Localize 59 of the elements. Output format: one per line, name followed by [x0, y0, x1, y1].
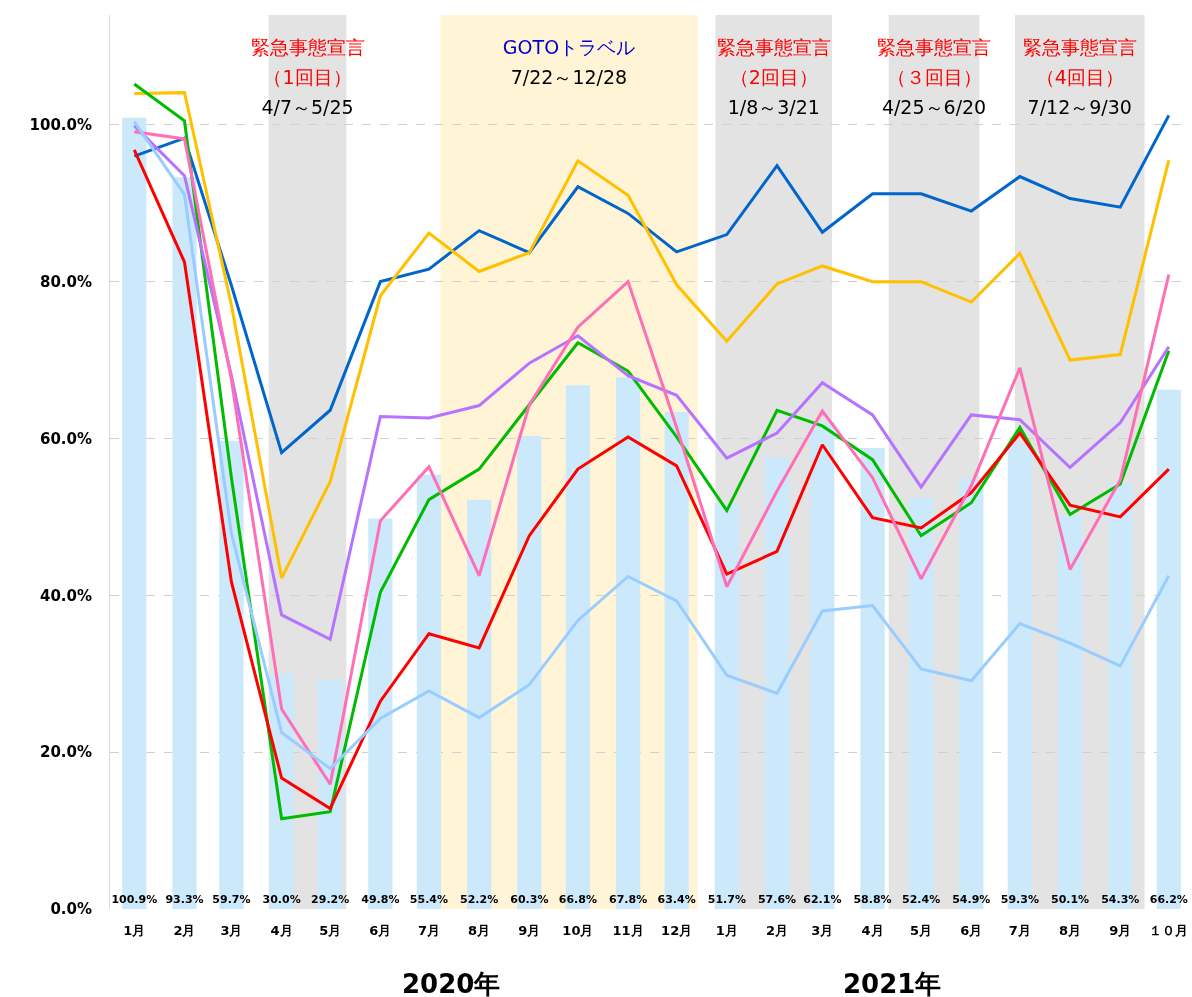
x-tick-label: 2月	[766, 923, 789, 938]
x-tick-label: 7月	[1008, 923, 1031, 938]
data-label: 50.1%	[1050, 893, 1090, 906]
x-tick-label: 5月	[910, 923, 933, 938]
data-label: 59.3%	[1000, 893, 1039, 906]
data-label: 29.2%	[311, 893, 350, 906]
data-label: 66.8%	[558, 893, 597, 906]
data-label: 54.3%	[1101, 893, 1140, 906]
data-label: 55.4%	[409, 893, 449, 906]
x-tick-label: 8月	[1059, 923, 1082, 938]
x-tick-label: １０月	[1149, 923, 1189, 938]
data-label: 51.7%	[707, 893, 746, 906]
line-series	[132, 124, 1171, 641]
text: 2020年	[402, 969, 501, 997]
data-label: 59.7%	[212, 893, 251, 906]
x-tick-label: 11月	[612, 923, 644, 938]
x-tick-label: 4月	[270, 923, 293, 938]
data-label: 57.6%	[757, 893, 797, 906]
data-label: 60.3%	[510, 893, 549, 906]
y-tick-label: 20.0%	[39, 743, 92, 762]
data-label: 62.1%	[803, 893, 842, 906]
data-label: 52.4%	[902, 893, 941, 906]
y-tick-label: 0.0%	[50, 900, 92, 919]
x-tick-label: 8月	[468, 923, 491, 938]
band-label: 緊急事態宣言（1回目） 4/7～5/25	[249, 35, 366, 120]
y-tick-label: 60.0%	[39, 429, 92, 448]
text: 2021年	[843, 969, 942, 997]
x-tick-label: 7月	[417, 923, 440, 938]
data-label: 52.2%	[460, 893, 499, 906]
x-tick-label: 9月	[518, 923, 541, 938]
y-tick-label: 80.0%	[39, 272, 92, 291]
x-tick-label: 3月	[811, 923, 834, 938]
x-tick-label: 10月	[562, 923, 594, 938]
x-tick-label: 6月	[369, 923, 392, 938]
x-tick-label: 2月	[173, 923, 196, 938]
band-label: 緊急事態宣言（2回目） 1/8～3/21	[715, 35, 832, 120]
line-series	[132, 91, 1171, 580]
y-tick-label: 40.0%	[39, 586, 92, 605]
data-label: 100.9%	[111, 893, 158, 906]
data-label: 49.8%	[361, 893, 400, 906]
x-tick-label: 5月	[319, 923, 342, 938]
band-label: 緊急事態宣言（３回目） 4/25～6/20	[876, 35, 993, 120]
x-tick-label: 3月	[220, 923, 243, 938]
data-label: 30.0%	[262, 893, 301, 906]
data-label: 54.9%	[952, 893, 991, 906]
data-label: 58.8%	[853, 893, 892, 906]
y-tick-label: 100.0%	[29, 116, 92, 135]
data-label: 66.2%	[1149, 893, 1188, 906]
data-label: 93.3%	[165, 893, 204, 906]
x-tick-label: 9月	[1109, 923, 1132, 938]
x-tick-label: 1月	[715, 923, 738, 938]
x-tick-label: 4月	[861, 923, 884, 938]
data-label: 63.4%	[657, 893, 696, 906]
x-tick-label: 6月	[960, 923, 983, 938]
x-tick-label: 12月	[661, 923, 693, 938]
x-tick-label: 1月	[123, 923, 146, 938]
data-label: 67.8%	[608, 893, 648, 906]
band-label: 緊急事態宣言（4回目） 7/12～9/30	[1021, 35, 1138, 120]
band-label: GOTOトラベル 7/22～12/28	[502, 35, 636, 90]
